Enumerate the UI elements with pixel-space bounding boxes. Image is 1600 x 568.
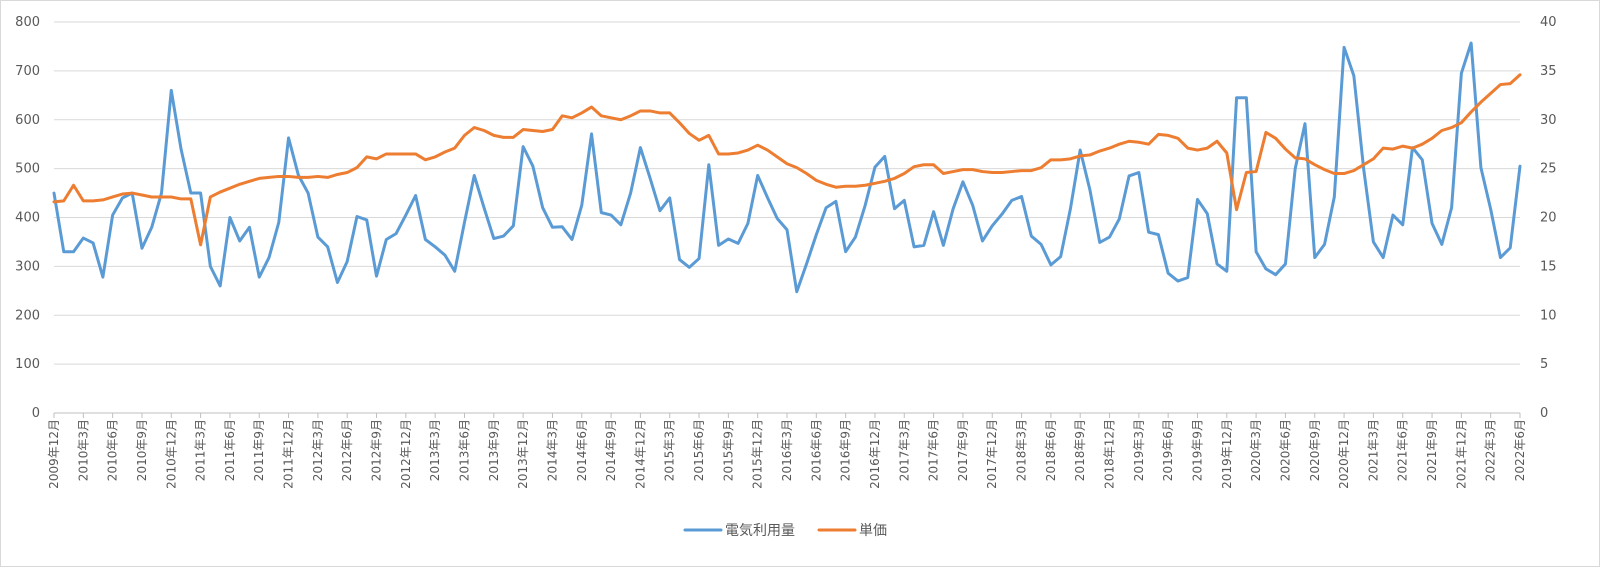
x-axis-tick-label: 2018年12月: [1103, 419, 1117, 489]
left-axis-tick-label: 700: [15, 64, 40, 79]
x-axis-tick-label: 2010年12月: [164, 419, 178, 489]
x-axis-tick-label: 2021年9月: [1425, 419, 1439, 481]
x-axis-tick-label: 2012年6月: [340, 419, 354, 481]
x-axis-tick-label: 2015年6月: [692, 419, 706, 481]
x-axis-tick-label: 2020年6月: [1278, 419, 1292, 481]
right-axis-tick-label: 40: [1540, 15, 1557, 30]
x-axis-tick-label: 2012年9月: [370, 419, 384, 481]
left-axis-tick-label: 400: [15, 211, 40, 226]
right-axis-tick-label: 5: [1540, 357, 1548, 372]
left-axis-tick-label: 300: [15, 259, 40, 274]
x-axis-tick-label: 2013年12月: [516, 419, 530, 489]
x-axis-tick-label: 2021年6月: [1396, 419, 1410, 481]
left-axis-tick-label: 200: [15, 308, 40, 323]
x-axis-tick-label: 2015年3月: [663, 419, 677, 481]
x-axis-tick-label: 2014年9月: [604, 419, 618, 481]
x-axis-tick-label: 2011年12月: [282, 419, 296, 489]
x-axis-tick-label: 2009年12月: [47, 419, 61, 489]
right-axis-tick-label: 20: [1540, 211, 1557, 226]
x-axis-tick-label: 2019年6月: [1161, 419, 1175, 481]
x-axis-tick-label: 2015年12月: [751, 419, 765, 489]
legend-label-1: 電気利用量: [725, 523, 795, 539]
left-axis-tick-label: 800: [15, 15, 40, 30]
right-axis-tick-label: 25: [1540, 162, 1557, 177]
gridlines: [54, 21, 1520, 414]
right-axis-tick-label: 0: [1540, 406, 1548, 421]
left-axis-tick-label: 600: [15, 113, 40, 128]
legend-label-2: 単価: [859, 523, 887, 539]
x-axis-tick-label: 2021年3月: [1366, 419, 1380, 481]
x-axis-tick-label: 2016年12月: [868, 419, 882, 489]
left-axis-tick-label: 500: [15, 162, 40, 177]
x-axis-tick-label: 2016年6月: [809, 419, 823, 481]
x-axis-tick-label: 2010年3月: [76, 419, 90, 481]
x-axis-tick-label: 2013年3月: [428, 419, 442, 481]
x-axis-tick-label: 2020年3月: [1249, 419, 1263, 481]
left-axis-tick-label: 0: [32, 406, 40, 421]
right-axis-tick-label: 15: [1540, 259, 1557, 274]
x-axis-tick-label: 2016年3月: [780, 419, 794, 481]
x-axis-tick-label: 2013年6月: [457, 419, 471, 481]
x-axis-tick-label: 2013年9月: [487, 419, 501, 481]
x-axis-tick-label: 2020年12月: [1337, 419, 1351, 489]
x-axis-tick-label: 2018年6月: [1044, 419, 1058, 481]
x-axis-tick-label: 2010年9月: [135, 419, 149, 481]
x-axis-tick-label: 2011年9月: [252, 419, 266, 481]
x-axis-tick-label: 2012年12月: [399, 419, 413, 489]
x-axis-tick-label: 2019年9月: [1190, 419, 1204, 481]
x-axis-tick-label: 2012年3月: [311, 419, 325, 481]
x-axis-tick-label: 2014年6月: [575, 419, 589, 481]
left-axis-tick-label: 100: [15, 357, 40, 372]
x-axis-tick-label: 2015年9月: [721, 419, 735, 481]
x-axis-tick-label: 2016年9月: [839, 419, 853, 481]
x-axis-tick-label: 2017年9月: [956, 419, 970, 481]
x-axis-tick-label: 2018年3月: [1015, 419, 1029, 481]
x-axis-tick-label: 2022年3月: [1484, 419, 1498, 481]
x-axis-tick-label: 2017年12月: [985, 419, 999, 489]
x-axis-tick-label: 2017年6月: [927, 419, 941, 481]
right-axis-tick-label: 30: [1540, 113, 1557, 128]
x-axis-tick-label: 2011年6月: [223, 419, 237, 481]
x-axis-tick-label: 2014年12月: [633, 419, 647, 489]
series-line-2: [52, 73, 1522, 247]
right-axis-tick-label: 35: [1540, 64, 1557, 79]
x-axis-tick-label: 2021年12月: [1454, 419, 1468, 489]
x-axis-tick-label: 2017年3月: [897, 419, 911, 481]
series-lines: [52, 41, 1522, 294]
x-axis-tick-label: 2011年3月: [194, 419, 208, 481]
x-axis-tick-label: 2022年6月: [1513, 419, 1527, 481]
series-line-1: [52, 41, 1522, 294]
x-axis-tick-label: 2018年9月: [1073, 419, 1087, 481]
right-axis-tick-label: 10: [1540, 308, 1557, 323]
x-axis-tick-label: 2010年6月: [106, 419, 120, 481]
x-axis-tick-label: 2020年9月: [1308, 419, 1322, 481]
left-axis-ticks: 0 100 200 300 400 500 600 700 800: [15, 15, 40, 421]
x-axis-tick-label: 2019年3月: [1132, 419, 1146, 481]
x-axis-tick-label: 2019年12月: [1220, 419, 1234, 489]
right-axis-ticks: 0 5 10 15 20 25 30 35 40: [1540, 15, 1557, 421]
x-axis-ticks: 2009年12月 2010年3月 2010年6月 2010年9月 2010年12月 201…: [47, 413, 1527, 489]
legend: 電気利用量 単価: [683, 523, 887, 539]
x-axis-tick-label: 2014年3月: [545, 419, 559, 481]
